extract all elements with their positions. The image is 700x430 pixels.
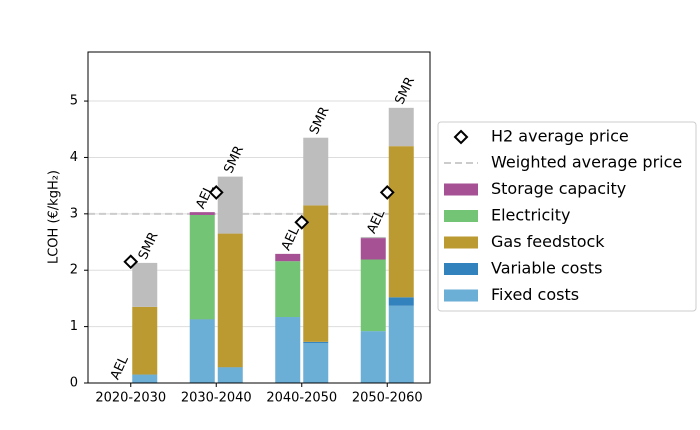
bar-segment — [132, 262, 158, 307]
bar-segment — [303, 341, 329, 343]
bar-label: SMR — [392, 75, 418, 107]
y-tick-label: 0 — [70, 376, 78, 391]
bar-segment — [217, 233, 243, 368]
bar-label: AEL — [108, 353, 132, 382]
legend-label: Gas feedstock — [491, 232, 605, 251]
y-axis-label: LCOH (€/kgH₂) — [47, 170, 62, 264]
bar-segment — [388, 107, 414, 147]
y-tick-label: 1 — [70, 319, 78, 334]
bar-label: AEL — [279, 224, 303, 253]
x-tick-label: 2050-2060 — [352, 391, 423, 406]
legend-box — [437, 121, 697, 312]
bar-segment — [189, 212, 215, 215]
legend-label: Variable costs — [491, 259, 602, 278]
bar-segment — [388, 297, 414, 306]
bar-segment — [360, 238, 386, 260]
legend-label: H2 average price — [491, 127, 629, 146]
x-tick-label: 2040-2050 — [266, 391, 337, 406]
price-marker — [294, 214, 310, 230]
bar-segment — [275, 317, 301, 383]
bar-segment — [360, 331, 386, 383]
legend-swatch — [444, 210, 478, 222]
bar-segment — [303, 137, 329, 206]
bar-segment — [189, 214, 215, 320]
x-tick-label: 2030-2040 — [181, 391, 252, 406]
bar-segment — [217, 367, 243, 368]
bar-label: AEL — [364, 207, 388, 236]
bar-segment — [275, 253, 301, 262]
legend-label: Weighted average price — [491, 153, 682, 172]
bar-label: SMR — [221, 144, 247, 176]
bar-segment — [217, 176, 243, 234]
legend-swatch — [444, 236, 478, 249]
plot-frame — [87, 51, 431, 384]
bar-segment — [303, 205, 329, 342]
bar-segment — [189, 319, 215, 383]
bar-segment — [388, 146, 414, 298]
bar-segment — [275, 261, 301, 318]
legend-label: Storage capacity — [491, 179, 626, 198]
legend-marker — [453, 129, 469, 145]
bar-segment — [360, 259, 386, 332]
legend-label: Fixed costs — [491, 285, 579, 304]
y-tick-label: 3 — [70, 206, 78, 221]
y-tick-label: 5 — [70, 94, 78, 109]
price-marker — [123, 254, 139, 270]
bar-label: SMR — [307, 105, 333, 137]
bar-segment — [360, 236, 386, 239]
x-tick-label: 2020-2030 — [95, 391, 166, 406]
bar-segment — [303, 342, 329, 383]
legend-label: Electricity — [491, 206, 570, 225]
bar-segment — [132, 306, 158, 375]
legend-swatch — [444, 263, 478, 275]
bar-segment — [217, 367, 243, 383]
y-tick-label: 2 — [70, 263, 78, 278]
price-marker — [208, 184, 224, 200]
bar-segment — [132, 374, 158, 383]
y-tick-label: 4 — [70, 150, 78, 165]
price-marker — [379, 184, 395, 200]
bar-label: SMR — [136, 230, 162, 262]
bar-segment — [189, 319, 215, 320]
legend-swatch — [444, 289, 478, 302]
legend-swatch — [444, 183, 478, 196]
bar-segment — [388, 305, 414, 383]
